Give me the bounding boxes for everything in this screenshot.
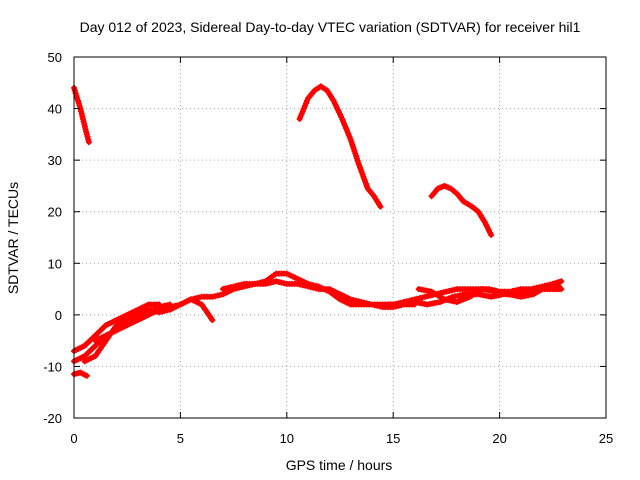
y-tick-label: 20 [48, 205, 62, 220]
grid-lines [74, 57, 606, 418]
data-point [558, 278, 565, 285]
x-tick-label: 20 [492, 431, 506, 446]
y-tick-label: -10 [43, 359, 62, 374]
axis-ticks: 0 5 10 15 20 25 -20 -10 0 10 20 30 40 50 [43, 50, 613, 446]
x-axis-title: GPS time / hours [286, 457, 393, 473]
x-tick-label: 5 [177, 431, 184, 446]
data-point [85, 139, 92, 146]
y-tick-label: -20 [43, 411, 62, 426]
y-tick-label: 0 [55, 308, 62, 323]
data-point [558, 286, 565, 293]
series-arc-high-midday [296, 83, 384, 210]
data-point [488, 231, 495, 238]
y-tick-label: 30 [48, 153, 62, 168]
series-arc-low-h [385, 286, 565, 308]
y-tick-label: 40 [48, 102, 62, 117]
x-tick-label: 10 [280, 431, 294, 446]
data-point [209, 317, 216, 323]
plot-frame [73, 56, 607, 419]
y-tick-label: 50 [48, 50, 62, 65]
x-tick-label: 25 [599, 431, 613, 446]
x-tick-label: 15 [386, 431, 400, 446]
data-point [377, 203, 384, 210]
data-layer [71, 83, 565, 379]
chart-title: Day 012 of 2023, Sidereal Day-to-day VTE… [80, 19, 581, 35]
series-trace [429, 183, 494, 238]
x-tick-label: 0 [70, 431, 77, 446]
series-arc-high-evening [428, 182, 495, 238]
series-arc-low-d [92, 296, 216, 344]
y-axis-title: SDTVAR / TECUs [5, 182, 21, 294]
data-point [83, 372, 90, 379]
y-tick-label: 10 [48, 256, 62, 271]
